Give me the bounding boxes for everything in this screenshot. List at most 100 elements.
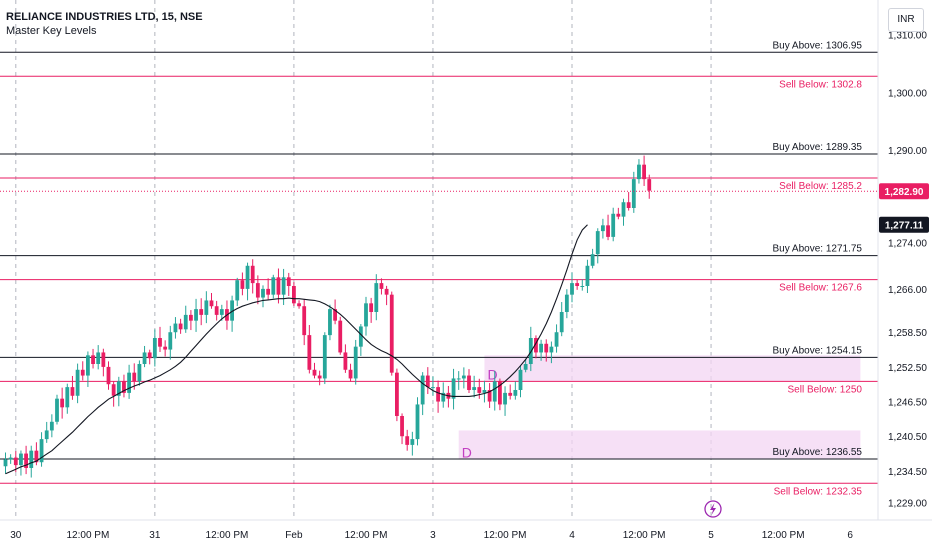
candle[interactable]	[132, 363, 137, 390]
candle[interactable]	[580, 279, 585, 291]
candle[interactable]	[405, 429, 410, 451]
candle[interactable]	[503, 386, 507, 416]
candle[interactable]	[271, 274, 276, 299]
candle[interactable]	[374, 274, 379, 321]
candle[interactable]	[214, 300, 219, 321]
candle[interactable]	[163, 340, 168, 357]
currency-button[interactable]: INR	[888, 8, 924, 32]
candle[interactable]	[106, 361, 111, 390]
candle[interactable]	[482, 380, 487, 403]
candle[interactable]	[39, 432, 44, 467]
candle[interactable]	[307, 325, 312, 374]
candle[interactable]	[250, 259, 255, 294]
candle[interactable]	[343, 344, 348, 373]
candle[interactable]	[230, 295, 234, 332]
candle[interactable]	[410, 431, 415, 456]
symbol-title[interactable]: RELIANCE INDUSTRIES LTD, 15, NSE	[6, 11, 203, 23]
candle[interactable]	[400, 413, 404, 445]
candle[interactable]	[24, 445, 28, 475]
candle[interactable]	[91, 348, 95, 369]
candle[interactable]	[235, 277, 240, 307]
candle[interactable]	[60, 387, 65, 419]
candle[interactable]	[420, 372, 425, 416]
candle[interactable]	[477, 378, 482, 399]
candle[interactable]	[70, 375, 75, 400]
candle[interactable]	[55, 394, 59, 425]
candles[interactable]	[3, 155, 652, 478]
candle[interactable]	[642, 155, 646, 186]
candle[interactable]	[498, 378, 502, 411]
candle[interactable]	[585, 259, 590, 294]
candle[interactable]	[204, 291, 209, 324]
candle[interactable]	[189, 310, 193, 331]
candle[interactable]	[425, 367, 430, 395]
candle[interactable]	[616, 207, 621, 220]
candle[interactable]	[86, 351, 90, 387]
candle[interactable]	[353, 339, 358, 385]
candle[interactable]	[451, 368, 456, 410]
candle[interactable]	[606, 214, 610, 241]
candle[interactable]	[142, 345, 147, 368]
candle[interactable]	[137, 360, 142, 386]
candle[interactable]	[173, 317, 178, 339]
candle[interactable]	[544, 339, 549, 362]
candle[interactable]	[101, 348, 106, 377]
candle[interactable]	[564, 289, 569, 319]
indicator-name[interactable]: Master Key Levels	[6, 25, 97, 37]
candle[interactable]	[492, 370, 497, 411]
candle[interactable]	[534, 335, 538, 359]
candle[interactable]	[513, 381, 518, 400]
candle[interactable]	[389, 291, 394, 376]
candle[interactable]	[19, 450, 23, 476]
candle[interactable]	[436, 380, 440, 413]
candle[interactable]	[626, 192, 631, 211]
candle[interactable]	[80, 361, 85, 381]
candle[interactable]	[446, 385, 451, 408]
candle[interactable]	[178, 318, 183, 334]
candle[interactable]	[8, 454, 13, 464]
candle[interactable]	[472, 375, 477, 398]
candle[interactable]	[219, 304, 224, 321]
candle[interactable]	[297, 300, 301, 309]
candle[interactable]	[348, 363, 353, 382]
candle[interactable]	[611, 207, 616, 242]
candle[interactable]	[152, 329, 157, 367]
candle[interactable]	[508, 384, 513, 400]
candle[interactable]	[631, 171, 636, 213]
candle[interactable]	[240, 272, 245, 296]
candle[interactable]	[590, 248, 595, 269]
candle[interactable]	[168, 325, 173, 360]
candle[interactable]	[317, 370, 322, 386]
candle[interactable]	[358, 324, 363, 356]
candle[interactable]	[147, 349, 152, 365]
candle[interactable]	[245, 262, 250, 301]
candle[interactable]	[415, 397, 420, 446]
candle[interactable]	[292, 282, 296, 306]
candle[interactable]	[456, 371, 461, 390]
candle[interactable]	[29, 445, 34, 478]
candle[interactable]	[333, 299, 337, 325]
candle[interactable]	[281, 268, 286, 306]
candle[interactable]	[96, 345, 101, 370]
candle[interactable]	[647, 174, 652, 199]
time-axis[interactable]: 30 12:00 PM 31 12:00 PM Feb 12:00 PM 3 12:00 PM…	[0, 519, 932, 541]
candle[interactable]	[338, 316, 343, 355]
candle[interactable]	[183, 305, 188, 333]
candle[interactable]	[379, 278, 384, 295]
candle[interactable]	[554, 324, 559, 353]
candle[interactable]	[116, 376, 121, 407]
candle[interactable]	[461, 367, 466, 389]
candle[interactable]	[209, 293, 214, 309]
candle[interactable]	[122, 374, 126, 398]
candle[interactable]	[322, 332, 327, 385]
candle[interactable]	[637, 159, 641, 184]
candle[interactable]	[595, 228, 600, 264]
candle[interactable]	[276, 268, 281, 304]
candle[interactable]	[328, 304, 332, 341]
candle[interactable]	[539, 339, 543, 361]
flash-icon[interactable]	[704, 500, 722, 518]
candle[interactable]	[49, 414, 54, 438]
candle[interactable]	[302, 298, 307, 346]
candle[interactable]	[431, 376, 435, 396]
